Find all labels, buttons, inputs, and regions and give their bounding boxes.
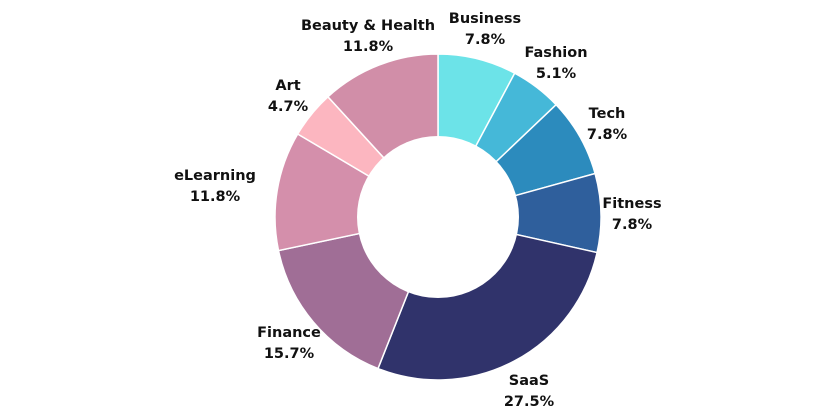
slice-value-fashion: 5.1% xyxy=(536,66,577,82)
slice-value-fitness: 7.8% xyxy=(612,217,653,233)
donut-hole xyxy=(357,136,519,298)
slice-label-beauty-and-health: Beauty & Health xyxy=(301,18,435,34)
slice-value-finance: 15.7% xyxy=(264,346,315,362)
slice-value-business: 7.8% xyxy=(465,32,506,48)
slice-label-business: Business xyxy=(449,11,521,27)
slice-label-art: Art xyxy=(275,78,300,94)
slice-label-fitness: Fitness xyxy=(602,196,661,212)
labels-layer: Business 7.8% Fashion 5.1% Tech 7.8% Fitness 7.… xyxy=(174,11,662,410)
slice-value-saas: 27.5% xyxy=(504,394,555,410)
slice-value-art: 4.7% xyxy=(268,99,309,115)
slice-label-saas: SaaS xyxy=(509,373,549,389)
slice-label-tech: Tech xyxy=(589,106,626,122)
slice-value-tech: 7.8% xyxy=(587,127,628,143)
slice-label-fashion: Fashion xyxy=(524,45,587,61)
slice-label-elearning: eLearning xyxy=(174,168,256,184)
slice-value-elearning: 11.8% xyxy=(190,189,241,205)
slice-value-beauty-and-health: 11.8% xyxy=(343,39,394,55)
slice-label-finance: Finance xyxy=(257,325,321,341)
